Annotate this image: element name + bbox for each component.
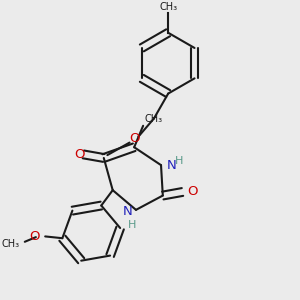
Text: CH₃: CH₃ <box>159 2 177 12</box>
Text: N: N <box>123 205 132 218</box>
Text: H: H <box>175 156 183 166</box>
Text: H: H <box>128 220 136 230</box>
Text: N: N <box>167 159 176 172</box>
Text: O: O <box>74 148 85 161</box>
Text: O: O <box>129 132 140 145</box>
Text: O: O <box>187 185 197 199</box>
Text: CH₃: CH₃ <box>145 114 163 124</box>
Text: CH₃: CH₃ <box>1 238 20 249</box>
Text: O: O <box>30 230 40 243</box>
